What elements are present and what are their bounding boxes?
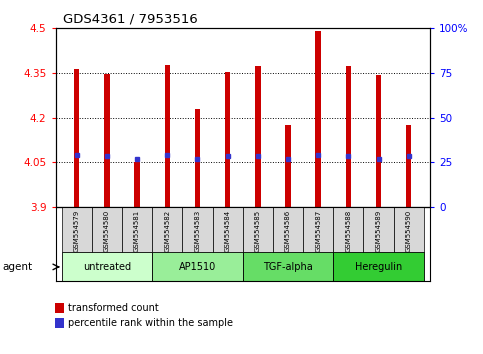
- Bar: [152, 252, 243, 281]
- Bar: [62, 252, 152, 281]
- Bar: [364, 207, 394, 253]
- Bar: [134, 162, 140, 207]
- Bar: [315, 31, 321, 207]
- Bar: [406, 125, 412, 207]
- Text: GSM554584: GSM554584: [225, 210, 230, 251]
- Bar: [225, 73, 230, 207]
- Text: GSM554581: GSM554581: [134, 210, 140, 252]
- Bar: [122, 207, 152, 253]
- Bar: [74, 69, 79, 207]
- Bar: [285, 125, 291, 207]
- Text: GSM554579: GSM554579: [74, 210, 80, 252]
- Text: Heregulin: Heregulin: [355, 262, 402, 272]
- Text: GSM554587: GSM554587: [315, 210, 321, 252]
- Text: AP1510: AP1510: [179, 262, 216, 272]
- Bar: [333, 252, 424, 281]
- Text: untreated: untreated: [83, 262, 131, 272]
- Text: GSM554588: GSM554588: [345, 210, 351, 252]
- Bar: [243, 252, 333, 281]
- Bar: [62, 207, 92, 253]
- Bar: [376, 75, 381, 207]
- Text: GSM554580: GSM554580: [104, 210, 110, 252]
- Bar: [303, 207, 333, 253]
- Text: GSM554590: GSM554590: [406, 210, 412, 252]
- Bar: [213, 207, 243, 253]
- Text: TGF-alpha: TGF-alpha: [263, 262, 313, 272]
- Text: percentile rank within the sample: percentile rank within the sample: [68, 318, 233, 328]
- Bar: [195, 109, 200, 207]
- Text: transformed count: transformed count: [68, 303, 158, 313]
- Bar: [92, 207, 122, 253]
- Text: GSM554586: GSM554586: [285, 210, 291, 252]
- Text: GSM554585: GSM554585: [255, 210, 261, 251]
- Bar: [183, 207, 213, 253]
- Text: GSM554582: GSM554582: [164, 210, 170, 251]
- Bar: [152, 207, 183, 253]
- Bar: [104, 74, 110, 207]
- Text: agent: agent: [2, 262, 32, 272]
- Bar: [273, 207, 303, 253]
- Text: GDS4361 / 7953516: GDS4361 / 7953516: [63, 12, 198, 25]
- Text: GSM554583: GSM554583: [195, 210, 200, 252]
- Text: GSM554589: GSM554589: [376, 210, 382, 252]
- Bar: [333, 207, 364, 253]
- Bar: [394, 207, 424, 253]
- Bar: [255, 66, 260, 207]
- Bar: [346, 67, 351, 207]
- Bar: [165, 65, 170, 207]
- Bar: [243, 207, 273, 253]
